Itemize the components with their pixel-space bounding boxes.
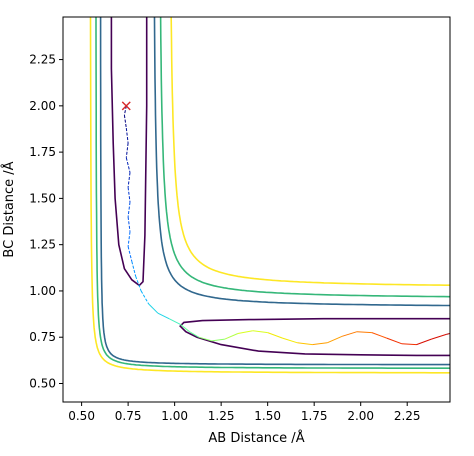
trajectory-segment: [327, 335, 343, 344]
trajectory-segment: [356, 331, 372, 334]
trajectory-segment: [446, 333, 450, 335]
x-tick-label: 1.00: [161, 409, 188, 423]
y-tick-label: 1.25: [29, 238, 56, 252]
trajectory-segment: [416, 338, 432, 346]
contour-line: [110, 17, 148, 287]
trajectory-segment: [189, 331, 200, 338]
y-axis-ticks: 0.50 0.75 1.00 1.25 1.50 1.75 2.00 2.25: [29, 53, 63, 390]
x-axis-ticks: 0.50 0.75 1.00 1.25 1.50 1.75 2.00 2.25: [68, 402, 421, 423]
y-tick-label: 2.00: [29, 99, 56, 113]
contour-line: [170, 17, 450, 286]
trajectory-segment: [127, 202, 131, 217]
trajectory-segment: [341, 331, 358, 337]
contour-line: [179, 317, 450, 357]
trajectory-segment: [297, 342, 313, 346]
y-tick-label: 1.75: [29, 145, 56, 159]
x-tick-label: 1.25: [208, 409, 235, 423]
trajectory-segment: [140, 290, 150, 305]
y-tick-label: 0.75: [29, 330, 56, 344]
trajectory-segment: [282, 337, 298, 344]
trajectory-segment: [267, 332, 283, 339]
trajectory-segment: [371, 332, 387, 339]
x-tick-label: 2.00: [347, 409, 374, 423]
trajectory-segment: [125, 128, 129, 143]
trajectory-segment: [131, 261, 137, 277]
trajectory-segment: [127, 246, 133, 262]
trajectory-segment: [179, 323, 190, 333]
contour-line: [95, 17, 450, 369]
trajectory-segment: [127, 231, 131, 247]
trajectory-segment: [168, 318, 181, 325]
trajectory-segment: [125, 142, 129, 158]
trajectory-segment: [148, 303, 159, 314]
y-tick-label: 1.00: [29, 284, 56, 298]
x-tick-label: 1.75: [301, 409, 328, 423]
trajectory-segment: [401, 343, 417, 346]
x-axis-label: AB Distance /Å: [208, 430, 304, 446]
y-tick-label: 0.50: [29, 376, 56, 390]
trajectory-segment: [123, 105, 127, 116]
trajectory-segment: [431, 333, 447, 340]
x-tick-label: 1.50: [254, 409, 281, 423]
start-marker-stroke: [121, 101, 131, 111]
contour-line: [159, 17, 450, 298]
trajectory-segment: [127, 187, 131, 203]
y-tick-label: 2.25: [29, 53, 56, 67]
contour-lines: [89, 17, 450, 374]
trajectory-path: [123, 105, 450, 346]
trajectory-segment: [157, 312, 170, 320]
contour-line: [99, 17, 450, 366]
x-tick-label: 0.50: [68, 409, 95, 423]
trajectory-segment: [224, 333, 239, 340]
trajectory-segment: [252, 330, 268, 334]
x-tick-label: 2.25: [394, 409, 421, 423]
x-tick-label: 0.75: [115, 409, 142, 423]
trajectory-segment: [127, 172, 131, 188]
trajectory-segment: [211, 338, 225, 342]
contour-line: [153, 17, 450, 307]
trajectory-segment: [198, 336, 212, 342]
trajectory-segment: [312, 342, 328, 346]
trajectory-segment: [237, 330, 253, 334]
y-tick-label: 1.50: [29, 191, 56, 205]
start-marker: [121, 101, 131, 111]
trajectory-segment: [386, 337, 402, 345]
trajectory-segment: [135, 275, 142, 292]
plot-frame: [62, 16, 451, 403]
trajectory-segment: [123, 115, 127, 129]
contour-line: [89, 17, 450, 374]
y-axis-label: BC Distance /Å: [1, 161, 17, 257]
trajectory-segment: [125, 157, 131, 173]
trajectory-segment: [127, 216, 131, 232]
